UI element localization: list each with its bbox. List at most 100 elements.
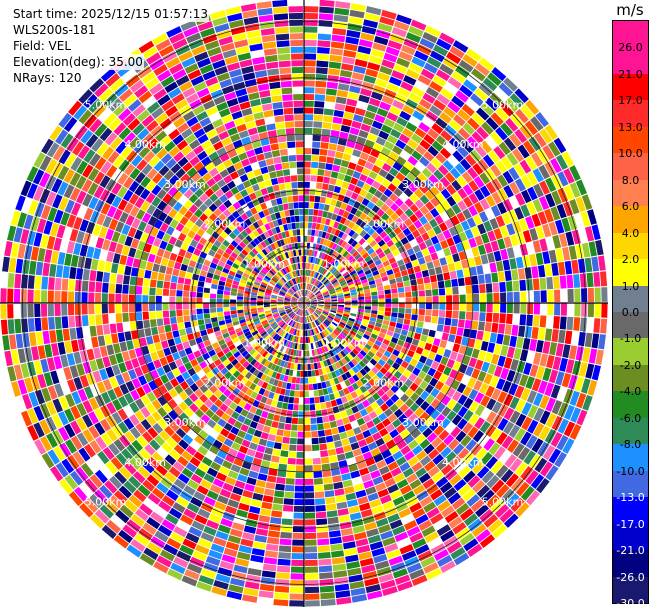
gate-cell xyxy=(329,420,338,429)
gate-cell xyxy=(394,240,403,249)
gate-cell xyxy=(354,253,362,261)
gate-cell xyxy=(314,101,325,108)
gate-cell xyxy=(24,377,34,393)
gate-cell xyxy=(272,341,279,348)
gate-cell xyxy=(372,214,381,223)
gate-cell xyxy=(311,437,319,445)
gate-cell xyxy=(292,73,304,80)
gate-cell xyxy=(193,128,206,139)
gate-cell xyxy=(206,519,220,530)
gate-cell xyxy=(291,304,298,308)
gate-cell xyxy=(358,129,369,139)
gate-cell xyxy=(409,402,420,413)
gate-cell xyxy=(262,279,269,285)
gate-cell xyxy=(331,305,338,309)
gate-cell xyxy=(375,174,385,184)
gate-cell xyxy=(330,129,340,138)
gate-cell xyxy=(168,388,178,399)
gate-cell xyxy=(294,285,298,291)
gate-cell xyxy=(539,353,549,367)
gate-cell xyxy=(326,212,333,219)
gate-cell xyxy=(368,320,376,326)
gate-cell xyxy=(389,403,399,413)
gate-cell xyxy=(223,398,233,407)
gate-cell xyxy=(314,311,321,316)
gate-cell xyxy=(164,471,177,484)
gate-cell xyxy=(389,193,399,202)
gate-cell xyxy=(284,210,290,217)
gate-cell xyxy=(175,75,190,87)
gate-cell xyxy=(274,585,290,593)
gate-cell xyxy=(385,207,395,217)
gate-cell xyxy=(337,352,344,360)
gate-cell xyxy=(64,340,73,354)
gate-cell xyxy=(283,324,288,330)
gate-cell xyxy=(304,553,318,560)
gate-cell xyxy=(28,260,37,275)
gate-cell xyxy=(226,180,236,190)
gate-cell xyxy=(312,321,317,328)
gate-cell xyxy=(285,128,295,135)
gate-cell xyxy=(328,365,335,372)
gate-cell xyxy=(299,303,304,308)
gate-cell xyxy=(280,525,293,532)
gate-cell xyxy=(326,327,333,333)
gate-cell xyxy=(325,271,331,278)
gate-cell xyxy=(372,374,381,383)
gate-cell xyxy=(290,279,295,286)
gate-cell xyxy=(300,364,304,371)
gate-cell xyxy=(308,292,313,298)
gate-cell xyxy=(213,389,223,399)
gate-cell xyxy=(582,347,591,363)
gate-cell xyxy=(288,355,293,363)
gate-cell xyxy=(485,116,499,131)
gate-cell xyxy=(437,317,445,325)
gate-cell xyxy=(379,230,388,239)
gate-cell xyxy=(280,531,292,539)
gate-cell xyxy=(272,276,279,282)
gate-cell xyxy=(298,323,301,330)
gate-cell xyxy=(304,357,308,364)
gate-cell xyxy=(206,419,217,429)
gate-cell xyxy=(578,331,586,347)
gate-cell xyxy=(368,336,376,344)
gate-cell xyxy=(259,348,266,356)
gate-cell xyxy=(317,318,322,324)
gate-cell xyxy=(268,523,281,532)
gate-cell xyxy=(338,389,346,398)
gate-cell xyxy=(346,245,354,253)
gate-cell xyxy=(93,185,105,199)
gate-cell xyxy=(463,79,478,93)
gate-cell xyxy=(168,174,180,186)
gate-cell xyxy=(168,507,183,520)
gate-cell xyxy=(237,94,249,104)
gate-cell xyxy=(64,199,75,214)
gate-cell xyxy=(8,334,17,350)
gate-cell xyxy=(128,369,137,380)
gate-cell xyxy=(419,411,430,422)
gate-cell xyxy=(277,53,291,61)
gate-cell xyxy=(66,214,77,228)
gate-cell xyxy=(146,517,161,530)
gate-cell xyxy=(272,0,288,7)
gate-cell xyxy=(318,368,324,376)
gate-cell xyxy=(257,298,264,301)
gate-cell xyxy=(158,165,170,177)
gate-cell xyxy=(502,380,512,393)
gate-cell xyxy=(108,442,120,456)
gate-cell xyxy=(544,382,555,397)
gate-cell xyxy=(214,23,230,33)
gate-cell xyxy=(340,202,348,210)
gate-cell xyxy=(288,311,294,317)
gate-cell xyxy=(136,435,149,448)
gate-cell xyxy=(294,390,300,398)
gate-cell xyxy=(413,376,423,386)
gate-cell xyxy=(288,202,294,210)
gate-cell xyxy=(355,266,363,273)
gate-cell xyxy=(260,460,271,468)
gate-cell xyxy=(291,335,296,342)
gate-cell xyxy=(293,294,299,299)
gate-cell xyxy=(234,236,242,244)
gate-cell xyxy=(150,351,159,361)
gate-cell xyxy=(325,88,337,96)
